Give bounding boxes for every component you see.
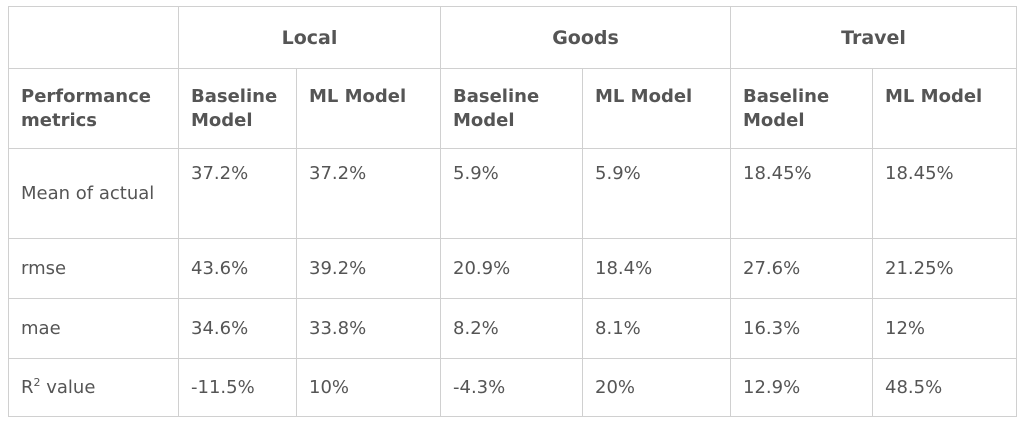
table-row-rmse: rmse 43.6% 39.2% 20.9% 18.4% 27.6% 21.25… bbox=[8, 238, 1018, 299]
table-cell: 18.45% bbox=[872, 148, 1018, 239]
sub-header-row: Performance metrics Baseline Model ML Mo… bbox=[8, 68, 1018, 149]
table-cell: 12.9% bbox=[730, 358, 874, 417]
table-cell: 33.8% bbox=[295, 298, 442, 359]
table-cell: 16.3% bbox=[730, 298, 874, 359]
table-cell: 20.9% bbox=[440, 238, 584, 299]
table-cell: 39.2% bbox=[295, 238, 442, 299]
table-cell: 8.1% bbox=[582, 298, 732, 359]
group-header-row: Local Goods Travel bbox=[8, 6, 1018, 69]
table-cell: 21.25% bbox=[872, 238, 1018, 299]
table-cell: 10% bbox=[295, 358, 442, 417]
table-cell: 37.2% bbox=[295, 148, 442, 239]
table-cell: -4.3% bbox=[440, 358, 584, 417]
table-row-r2-value: R2 value -11.5% 10% -4.3% 20% 12.9% 48.5… bbox=[8, 358, 1018, 417]
table-cell: 18.45% bbox=[730, 148, 874, 239]
table-cell: 20% bbox=[582, 358, 732, 417]
metric-label-prefix: R bbox=[21, 376, 34, 398]
group-header-goods: Goods bbox=[440, 6, 732, 69]
table-cell: 43.6% bbox=[178, 238, 297, 299]
metric-label: Mean of actual bbox=[8, 148, 179, 239]
table-cell: -11.5% bbox=[178, 358, 297, 417]
table-cell: 27.6% bbox=[730, 238, 874, 299]
metric-label: rmse bbox=[8, 238, 179, 299]
table-cell: 8.2% bbox=[440, 298, 584, 359]
table-cell: 12% bbox=[872, 298, 1018, 359]
metric-label: R2 value bbox=[8, 358, 179, 417]
group-header-local: Local bbox=[177, 6, 442, 69]
corner-header: Performance metrics bbox=[8, 68, 179, 149]
sub-header-travel-ml: ML Model bbox=[872, 68, 1018, 149]
table-cell: 37.2% bbox=[178, 148, 297, 239]
table-cell: 5.9% bbox=[582, 148, 732, 239]
metric-label-suffix: value bbox=[40, 376, 96, 398]
table-cell: 5.9% bbox=[440, 148, 584, 239]
sub-header-goods-ml: ML Model bbox=[582, 68, 732, 149]
table-row-mean-of-actual: Mean of actual 37.2% 37.2% 5.9% 5.9% 18.… bbox=[8, 148, 1018, 239]
sub-header-local-ml: ML Model bbox=[295, 68, 442, 149]
metric-label: mae bbox=[8, 298, 179, 359]
sub-header-goods-baseline: Baseline Model bbox=[440, 68, 584, 149]
performance-metrics-table: Local Goods Travel Performance metrics B… bbox=[8, 6, 1018, 417]
metrics-table-container: Local Goods Travel Performance metrics B… bbox=[8, 6, 1018, 417]
group-header-travel: Travel bbox=[730, 6, 1018, 69]
sub-header-travel-baseline: Baseline Model bbox=[730, 68, 874, 149]
corner-empty-cell bbox=[8, 6, 179, 69]
table-cell: 34.6% bbox=[178, 298, 297, 359]
table-cell: 18.4% bbox=[582, 238, 732, 299]
sub-header-local-baseline: Baseline Model bbox=[178, 68, 297, 149]
table-row-mae: mae 34.6% 33.8% 8.2% 8.1% 16.3% 12% bbox=[8, 298, 1018, 359]
table-cell: 48.5% bbox=[872, 358, 1018, 417]
metric-label-superscript: 2 bbox=[33, 375, 41, 389]
